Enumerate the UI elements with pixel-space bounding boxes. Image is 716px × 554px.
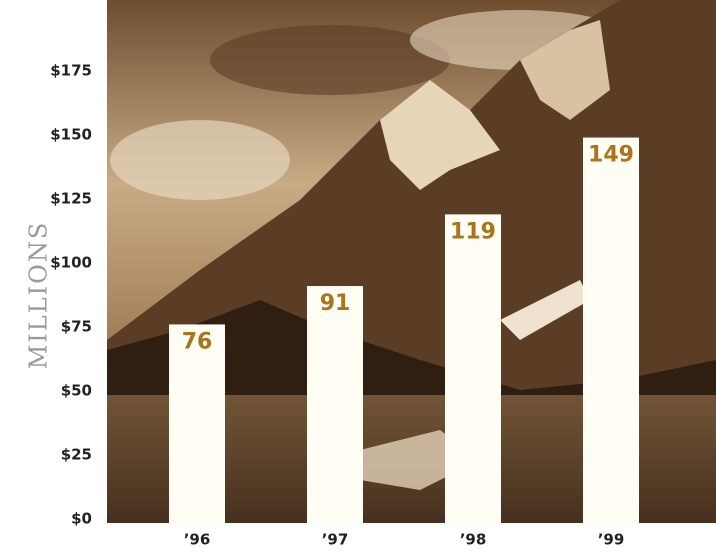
bar — [445, 214, 501, 524]
x-tick-label: ’99 — [598, 531, 625, 549]
y-tick-label: $75 — [61, 318, 92, 336]
y-tick-label: $0 — [71, 510, 92, 528]
x-tick-label: ’98 — [460, 531, 487, 549]
y-tick-label: $150 — [50, 126, 92, 144]
x-tick-label: ’97 — [322, 531, 349, 549]
value-label: 149 — [588, 143, 634, 168]
y-tick-label: $100 — [50, 254, 92, 272]
bar — [169, 324, 225, 523]
y-tick-label: $125 — [50, 190, 92, 208]
y-tick-label: $50 — [61, 382, 92, 400]
x-tick-label: ’96 — [184, 531, 211, 549]
y-axis-title: MILLIONS — [25, 221, 53, 370]
y-tick-label: $175 — [50, 62, 92, 80]
value-label: 119 — [450, 219, 496, 244]
value-label: 91 — [320, 291, 351, 316]
bar — [307, 286, 363, 523]
background-photo — [107, 0, 716, 523]
value-label: 76 — [182, 329, 213, 354]
y-tick-label: $25 — [61, 446, 92, 464]
bar — [583, 137, 639, 523]
